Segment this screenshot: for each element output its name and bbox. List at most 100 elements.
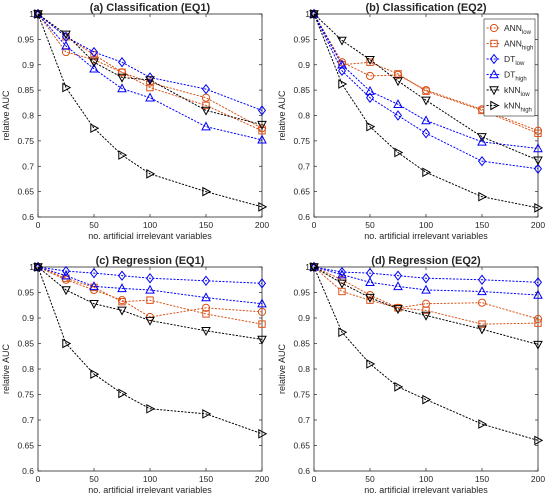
series-line [313, 266, 539, 296]
series-line [37, 13, 263, 111]
data-point [477, 325, 487, 335]
series-line [37, 266, 263, 340]
series-line [313, 13, 539, 134]
data-point [118, 297, 126, 306]
data-point [365, 71, 375, 81]
legend-entry: ANNlow [486, 23, 532, 36]
data-point [145, 316, 155, 326]
legend-subscript: high [521, 108, 532, 114]
data-point [34, 262, 44, 272]
x-tick-label: 100 [419, 474, 433, 484]
data-point [89, 63, 99, 73]
data-point [257, 105, 267, 116]
y-axis-label: relative AUC [1, 90, 11, 141]
y-tick-label: 0.7 [22, 161, 34, 171]
legend-marker [490, 100, 500, 111]
data-point [534, 203, 544, 213]
data-point [89, 58, 99, 68]
data-point [337, 279, 347, 289]
legend-label: DTlow [504, 54, 525, 67]
y-tick-label: 0.8 [22, 364, 34, 374]
data-point [394, 382, 404, 392]
legend-marker [490, 39, 498, 48]
data-point [117, 73, 127, 83]
data-point [422, 394, 432, 405]
y-tick-label: 0.65 [293, 187, 310, 197]
data-point [338, 327, 348, 338]
series-line [37, 13, 263, 208]
data-point [477, 136, 487, 146]
data-point [145, 72, 155, 83]
series-dt-high [309, 8, 543, 153]
data-point [118, 150, 128, 160]
data-point [201, 327, 211, 337]
data-point [145, 76, 155, 86]
y-tick-label: 0.95 [293, 34, 310, 44]
data-point [89, 267, 99, 279]
data-point [257, 307, 267, 316]
series-dt-high [309, 261, 543, 299]
data-point [337, 266, 347, 278]
y-tick-label: 0.9 [22, 313, 34, 323]
x-tick-label: 200 [531, 474, 545, 484]
panel-2: 0 50 100 150 200 0.6 0.65 0.7 0.75 0.8 0.85 0.9 0.95… [277, 2, 545, 241]
legend-subscript: high [515, 77, 526, 83]
y-tick-label: 0.65 [17, 441, 34, 451]
data-point [61, 286, 71, 296]
data-point [89, 281, 99, 291]
data-point [258, 320, 266, 328]
data-point [533, 289, 543, 299]
y-tick-label: 0.75 [293, 136, 310, 146]
y-tick-label: 0.85 [17, 339, 34, 349]
legend-name: ANN [504, 23, 522, 33]
legend-label: ANNhigh [504, 39, 533, 52]
data-point [534, 435, 544, 446]
legend-box [483, 18, 536, 117]
panel-title: (d) Regression (EQ2) [371, 255, 481, 267]
data-point [62, 338, 72, 349]
data-point [421, 96, 431, 106]
y-tick-label: 0.8 [298, 111, 310, 121]
series-line [37, 266, 263, 435]
data-point [393, 99, 403, 109]
data-point [257, 134, 267, 144]
data-point [422, 167, 432, 178]
data-point [337, 59, 347, 69]
legend-subscript: low [522, 30, 532, 36]
legend-marker [489, 86, 499, 96]
x-tick-label: 100 [419, 220, 433, 230]
y-tick-label: 0.9 [298, 313, 310, 323]
y-tick-label: 0.6 [22, 212, 34, 222]
y-tick-label: 0.7 [22, 415, 34, 425]
y-tick-label: 0.85 [293, 339, 310, 349]
data-point [117, 56, 127, 68]
y-tick-label: 0.65 [293, 441, 310, 451]
y-tick-label: 0.7 [298, 415, 310, 425]
data-point [310, 9, 320, 19]
series-line [37, 13, 263, 129]
data-point [202, 310, 210, 318]
legend-marker [489, 69, 499, 79]
data-point [202, 186, 212, 197]
data-point [337, 36, 347, 46]
data-point [89, 46, 99, 58]
data-point [118, 388, 128, 399]
data-point [62, 82, 72, 93]
legend-marker [489, 23, 499, 33]
data-point [258, 428, 268, 439]
data-point [421, 284, 431, 294]
data-point [478, 191, 488, 202]
panel-3: 0 50 100 150 200 0.6 0.65 0.7 0.75 0.8 0.85 0.9 0.95… [1, 255, 269, 495]
x-tick-label: 0 [36, 474, 41, 484]
y-tick-label: 0.95 [17, 288, 34, 298]
y-axis-label: relative AUC [277, 343, 287, 394]
data-point [477, 286, 487, 296]
data-point [90, 123, 100, 134]
panel-title: (a) Classification (EQ1) [90, 2, 211, 14]
data-point [366, 296, 374, 304]
data-point [89, 300, 99, 309]
data-point [366, 359, 376, 369]
x-tick-label: 150 [475, 220, 489, 230]
y-tick-label: 0.95 [17, 34, 34, 44]
